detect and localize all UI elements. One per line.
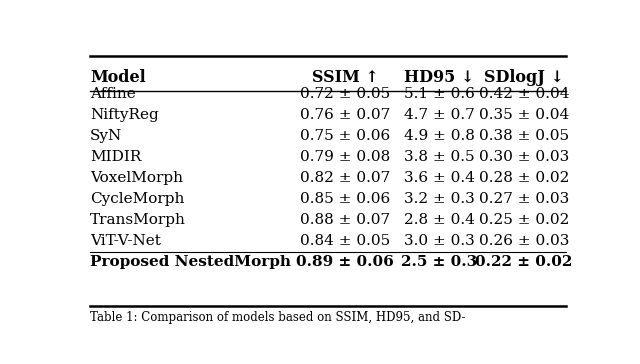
Text: 0.28 ± 0.02: 0.28 ± 0.02: [479, 171, 569, 185]
Text: 3.0 ± 0.3: 3.0 ± 0.3: [404, 234, 475, 248]
Text: Table 1: Comparison of models based on SSIM, HD95, and SD-: Table 1: Comparison of models based on S…: [90, 311, 465, 324]
Text: 0.26 ± 0.03: 0.26 ± 0.03: [479, 234, 569, 248]
Text: 4.9 ± 0.8: 4.9 ± 0.8: [404, 129, 475, 143]
Text: CycleMorph: CycleMorph: [90, 192, 184, 206]
Text: 0.84 ± 0.05: 0.84 ± 0.05: [300, 234, 390, 248]
Text: SyN: SyN: [90, 129, 122, 143]
Text: 0.76 ± 0.07: 0.76 ± 0.07: [300, 108, 390, 122]
Text: 2.5 ± 0.3: 2.5 ± 0.3: [401, 255, 477, 269]
Text: HD95 ↓: HD95 ↓: [404, 69, 475, 86]
Text: 0.79 ± 0.08: 0.79 ± 0.08: [300, 150, 390, 164]
Text: VoxelMorph: VoxelMorph: [90, 171, 183, 185]
Text: ViT-V-Net: ViT-V-Net: [90, 234, 161, 248]
Text: 3.6 ± 0.4: 3.6 ± 0.4: [404, 171, 475, 185]
Text: 2.8 ± 0.4: 2.8 ± 0.4: [404, 213, 475, 227]
Text: 0.30 ± 0.03: 0.30 ± 0.03: [479, 150, 569, 164]
Text: 0.42 ± 0.04: 0.42 ± 0.04: [479, 87, 569, 101]
Text: 4.7 ± 0.7: 4.7 ± 0.7: [404, 108, 475, 122]
Text: 0.75 ± 0.06: 0.75 ± 0.06: [300, 129, 390, 143]
Text: 0.85 ± 0.06: 0.85 ± 0.06: [300, 192, 390, 206]
Text: SDlogJ ↓: SDlogJ ↓: [484, 69, 564, 86]
Text: 3.2 ± 0.3: 3.2 ± 0.3: [404, 192, 475, 206]
Text: Model: Model: [90, 69, 145, 86]
Text: 0.82 ± 0.07: 0.82 ± 0.07: [300, 171, 390, 185]
Text: 0.27 ± 0.03: 0.27 ± 0.03: [479, 192, 569, 206]
Text: 0.25 ± 0.02: 0.25 ± 0.02: [479, 213, 569, 227]
Text: MIDIR: MIDIR: [90, 150, 141, 164]
Text: Proposed NestedMorph: Proposed NestedMorph: [90, 255, 291, 269]
Text: 0.35 ± 0.04: 0.35 ± 0.04: [479, 108, 569, 122]
Text: TransMorph: TransMorph: [90, 213, 186, 227]
Text: SSIM ↑: SSIM ↑: [312, 69, 379, 86]
Text: NiftyReg: NiftyReg: [90, 108, 159, 122]
Text: 0.72 ± 0.05: 0.72 ± 0.05: [300, 87, 390, 101]
Text: Affine: Affine: [90, 87, 136, 101]
Text: 0.22 ± 0.02: 0.22 ± 0.02: [476, 255, 573, 269]
Text: 5.1 ± 0.6: 5.1 ± 0.6: [404, 87, 475, 101]
Text: 0.38 ± 0.05: 0.38 ± 0.05: [479, 129, 569, 143]
Text: 0.89 ± 0.06: 0.89 ± 0.06: [296, 255, 394, 269]
Text: 0.88 ± 0.07: 0.88 ± 0.07: [300, 213, 390, 227]
Text: 3.8 ± 0.5: 3.8 ± 0.5: [404, 150, 475, 164]
